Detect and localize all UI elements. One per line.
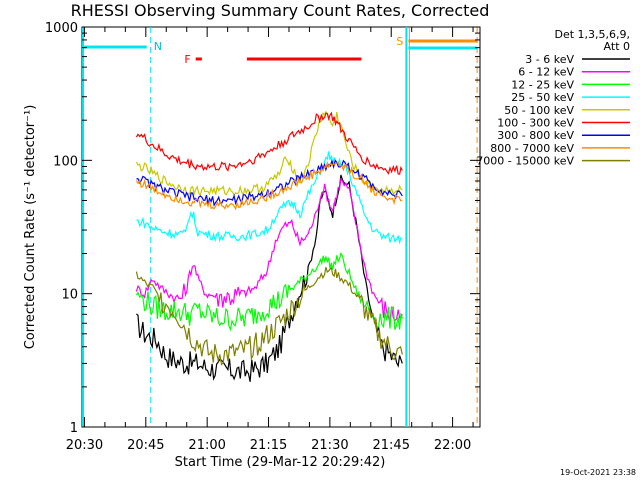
y-axis-label: Corrected Count Rate (s⁻¹ detector⁻¹) — [23, 105, 38, 350]
x-tick-label: 21:30 — [311, 438, 348, 453]
night-label: N — [154, 40, 162, 53]
y-tick-label: 1000 — [45, 21, 78, 36]
series-line — [135, 110, 403, 197]
y-axis-ticks: 1 10 100 1000 — [45, 21, 480, 436]
chart-title: RHESSI Observing Summary Count Rates, Co… — [71, 1, 490, 20]
legend-header: Det 1,3,5,6,9, — [554, 28, 630, 41]
series-line — [135, 111, 403, 175]
legend-entry-label: 50 - 100 keV — [504, 104, 574, 117]
legend-header: Att 0 — [604, 40, 630, 53]
plot-frame — [81, 26, 481, 428]
x-tick-label: 21:45 — [373, 438, 410, 453]
saa-label: S — [396, 35, 403, 48]
legend-entry-label: 12 - 25 keV — [511, 78, 574, 91]
legend-entry-label: 100 - 300 keV — [497, 117, 574, 130]
legend-entry-label: 300 - 800 keV — [497, 129, 574, 142]
series-layer — [135, 110, 403, 382]
legend-entry-label: 25 - 50 keV — [511, 91, 574, 104]
flare-layer: F — [184, 53, 362, 66]
x-axis-ticks: 20:30 20:45 21:00 21:15 21:30 21:45 22:00 — [66, 27, 474, 453]
timestamp-label: 19-Oct-2021 23:38 — [560, 468, 636, 477]
y-tick-label: 100 — [53, 154, 78, 169]
series-line — [135, 160, 403, 211]
x-tick-label: 20:45 — [127, 438, 164, 453]
flare-label: F — [184, 53, 190, 66]
x-tick-label: 22:00 — [434, 438, 471, 453]
x-tick-label: 21:15 — [250, 438, 287, 453]
legend-entry-label: 3 - 6 keV — [525, 53, 574, 66]
y-tick-label: 10 — [61, 288, 78, 303]
y-tick-label: 1 — [70, 421, 78, 436]
x-tick-label: 21:00 — [188, 438, 225, 453]
series-line — [135, 266, 403, 366]
series-line — [136, 158, 403, 207]
legend-entry-label: 800 - 7000 keV — [490, 142, 574, 155]
series-line — [136, 151, 403, 245]
legend-entry-label: 6 - 12 keV — [518, 66, 574, 79]
x-tick-label: 20:30 — [66, 438, 103, 453]
legend-entry-label: 7000 - 15000 keV — [476, 155, 574, 168]
x-axis-label: Start Time (29-Mar-12 20:29:42) — [175, 455, 386, 470]
series-line — [135, 251, 403, 332]
series-line — [135, 177, 403, 324]
